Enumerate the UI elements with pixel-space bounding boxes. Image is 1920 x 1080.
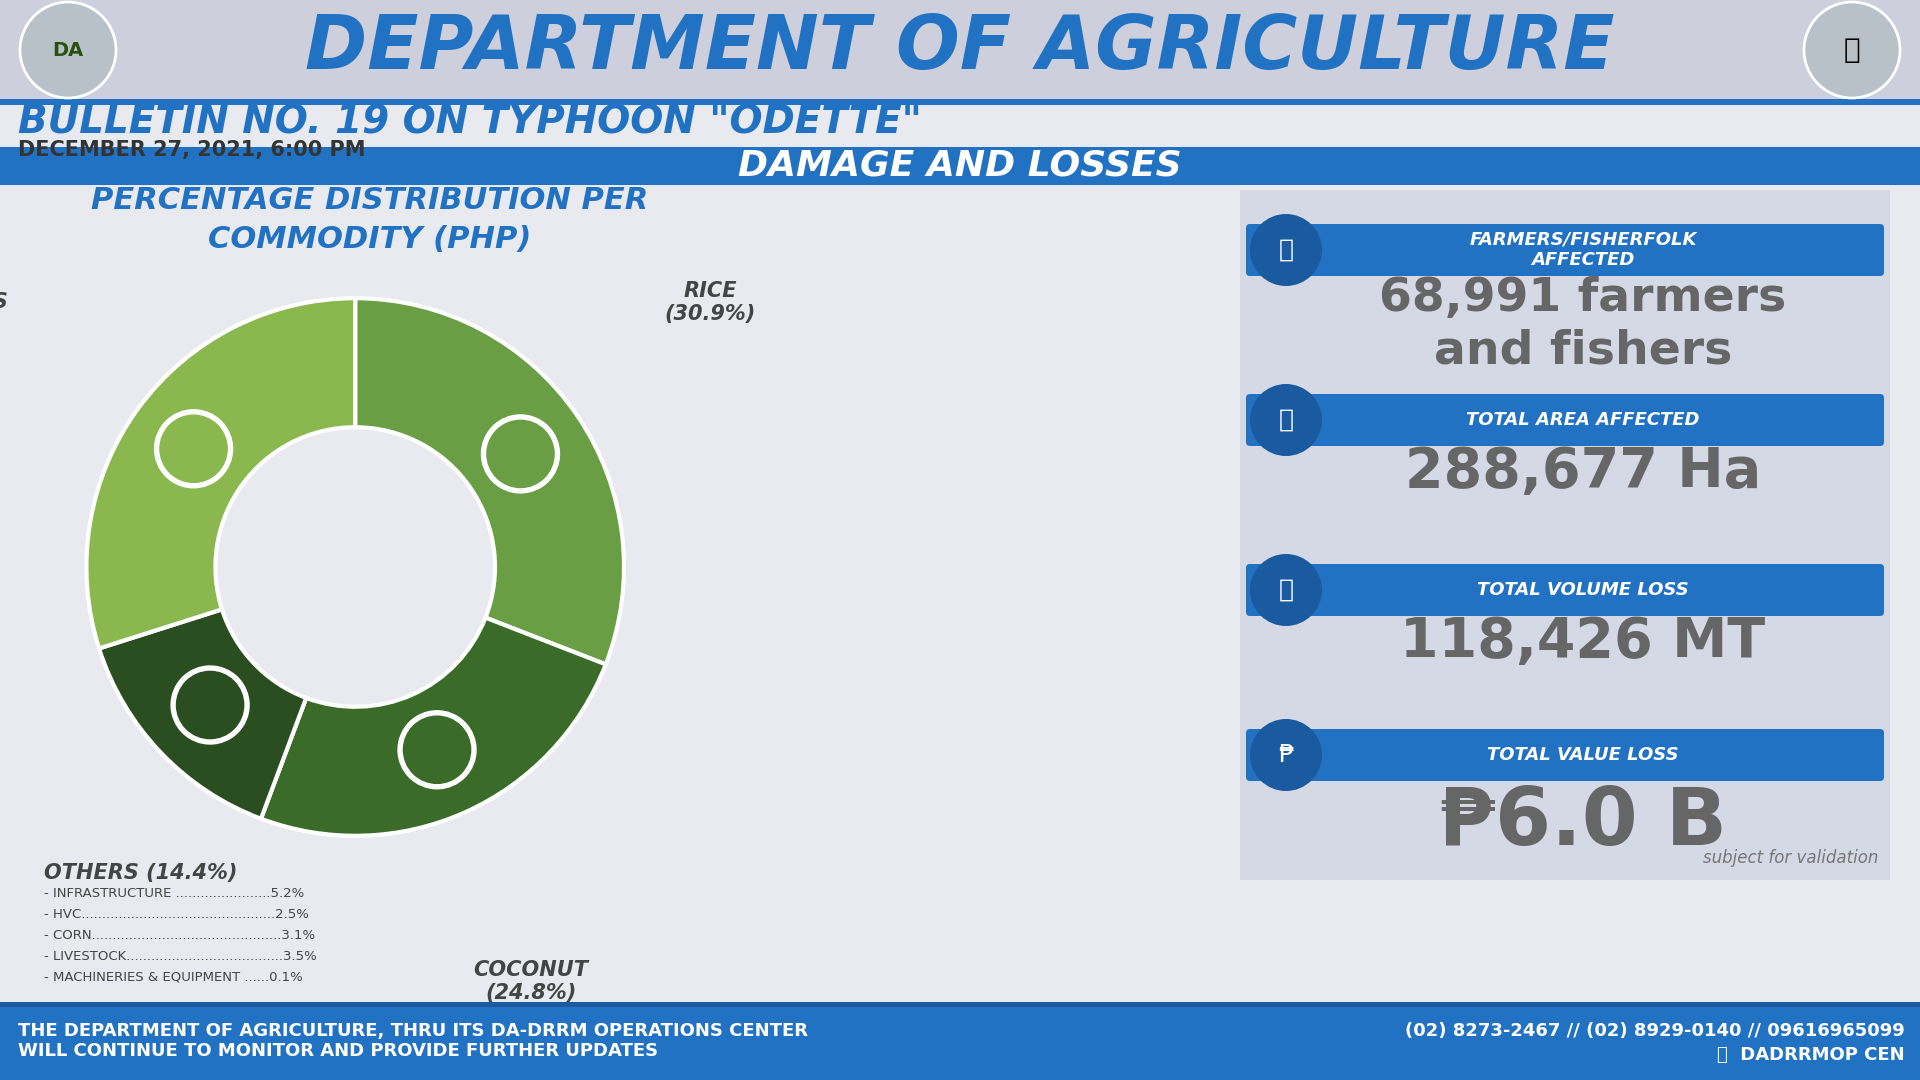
Circle shape (1250, 719, 1323, 791)
Text: - MACHINERIES & EQUIPMENT ......0.1%: - MACHINERIES & EQUIPMENT ......0.1% (44, 971, 301, 984)
Text: DA: DA (52, 40, 84, 59)
Text: OTHERS (14.4%): OTHERS (14.4%) (44, 863, 236, 883)
FancyBboxPatch shape (1246, 564, 1884, 616)
Wedge shape (100, 609, 305, 819)
Text: (02) 8273-2467 // (02) 8929-0140 // 09616965099: (02) 8273-2467 // (02) 8929-0140 // 0961… (1405, 1022, 1905, 1040)
Text: COCONUT
(24.8%): COCONUT (24.8%) (474, 959, 588, 1002)
Text: 118,426 MT: 118,426 MT (1400, 615, 1766, 669)
Text:   DADRRMOP CEN:  DADRRMOP CEN (1716, 1047, 1905, 1064)
Text: 🎒: 🎒 (1279, 578, 1294, 602)
Text: TOTAL AREA AFFECTED: TOTAL AREA AFFECTED (1467, 411, 1699, 429)
Circle shape (171, 666, 250, 744)
Circle shape (19, 2, 115, 98)
Circle shape (1250, 384, 1323, 456)
Text: 🎨: 🎨 (1843, 36, 1860, 64)
Text: ₱: ₱ (1279, 743, 1294, 767)
Wedge shape (261, 618, 605, 836)
FancyBboxPatch shape (1246, 224, 1884, 276)
Circle shape (403, 716, 470, 783)
Circle shape (177, 672, 244, 739)
Text: - CORN..............................................3.1%: - CORN..................................… (44, 929, 315, 942)
FancyBboxPatch shape (0, 147, 1920, 185)
Text: - INFRASTRUCTURE .......................5.2%: - INFRASTRUCTURE .......................… (44, 887, 303, 900)
Text: FARMERS/FISHERFOLK
AFFECTED: FARMERS/FISHERFOLK AFFECTED (1469, 231, 1697, 269)
FancyBboxPatch shape (0, 99, 1920, 105)
Text: - LIVESTOCK......................................3.5%: - LIVESTOCK.............................… (44, 950, 317, 963)
Text: subject for validation: subject for validation (1703, 849, 1878, 867)
Text: 👨: 👨 (1279, 238, 1294, 262)
Circle shape (488, 420, 555, 487)
Text: THE DEPARTMENT OF AGRICULTURE, THRU ITS DA-DRRM OPERATIONS CENTER
WILL CONTINUE : THE DEPARTMENT OF AGRICULTURE, THRU ITS … (17, 1022, 808, 1061)
Wedge shape (355, 298, 624, 664)
Text: TOTAL VALUE LOSS: TOTAL VALUE LOSS (1488, 746, 1678, 764)
Text: DECEMBER 27, 2021, 6:00 PM: DECEMBER 27, 2021, 6:00 PM (17, 140, 365, 160)
Text: 68,991 farmers
and fishers: 68,991 farmers and fishers (1379, 276, 1788, 374)
Circle shape (1250, 554, 1323, 626)
Circle shape (397, 711, 476, 788)
Wedge shape (86, 298, 355, 648)
Text: ₱6.0 B: ₱6.0 B (1438, 784, 1726, 862)
Text: BULLETIN NO. 19 ON TYPHOON "ODETTE": BULLETIN NO. 19 ON TYPHOON "ODETTE" (17, 104, 922, 141)
Circle shape (482, 415, 559, 492)
FancyBboxPatch shape (0, 0, 1920, 100)
Text: 288,677 Ha: 288,677 Ha (1405, 445, 1761, 499)
Text: - HVC...............................................2.5%: - HVC...................................… (44, 908, 309, 921)
Text: 📋: 📋 (1279, 408, 1294, 432)
Circle shape (1805, 2, 1901, 98)
Text: DEPARTMENT OF AGRICULTURE: DEPARTMENT OF AGRICULTURE (305, 12, 1615, 84)
Text: PERCENTAGE DISTRIBUTION PER
COMMODITY (PHP): PERCENTAGE DISTRIBUTION PER COMMODITY (P… (92, 187, 649, 254)
Text: DAMAGE AND LOSSES: DAMAGE AND LOSSES (737, 149, 1183, 183)
Circle shape (1250, 214, 1323, 286)
FancyBboxPatch shape (0, 1002, 1920, 1080)
FancyBboxPatch shape (0, 1002, 1920, 1007)
Circle shape (159, 415, 227, 483)
Text: TOTAL VOLUME LOSS: TOTAL VOLUME LOSS (1476, 581, 1690, 599)
Circle shape (156, 409, 232, 488)
FancyBboxPatch shape (1246, 729, 1884, 781)
Text: RICE
(30.9%): RICE (30.9%) (664, 281, 756, 324)
FancyBboxPatch shape (1240, 190, 1889, 880)
FancyBboxPatch shape (1246, 394, 1884, 446)
Text: FISHERIES
(29.9%): FISHERIES (29.9%) (0, 292, 8, 335)
